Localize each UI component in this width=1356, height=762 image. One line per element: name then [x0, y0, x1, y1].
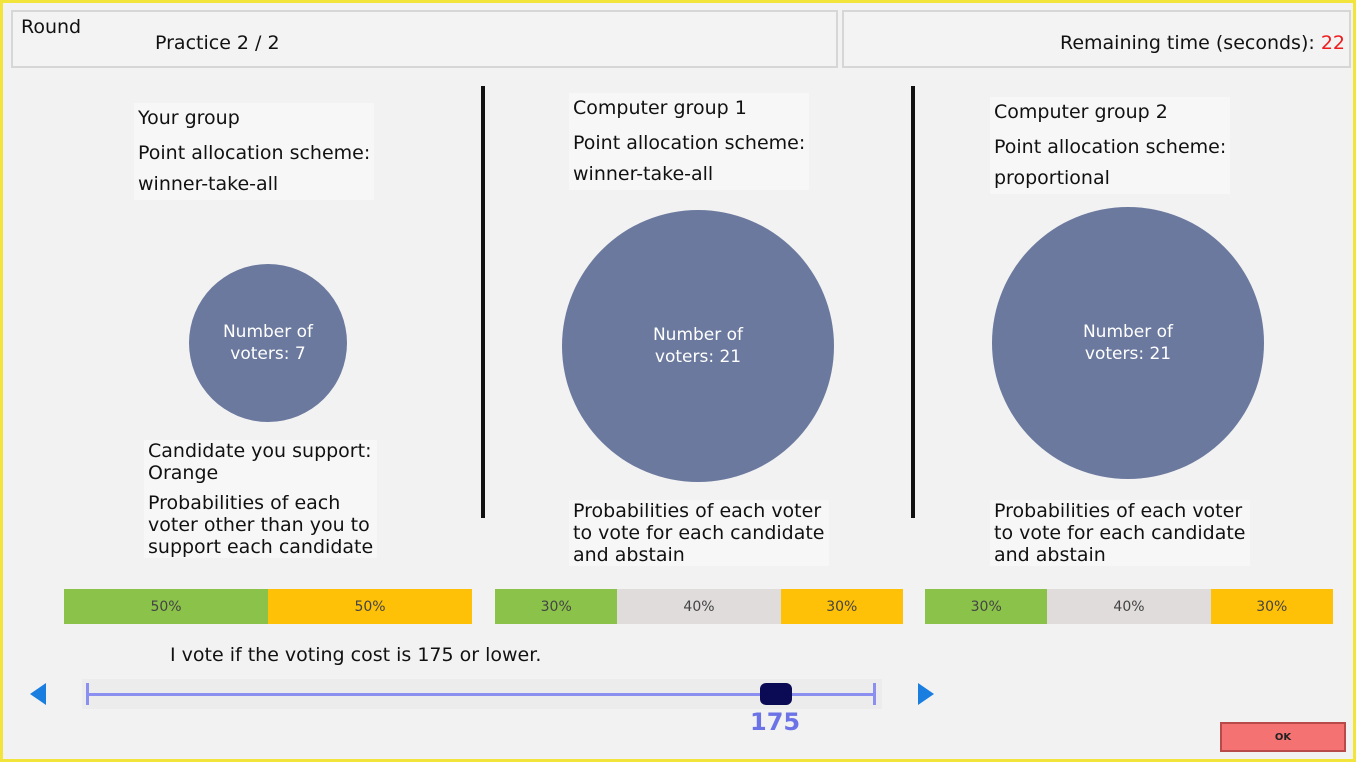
- group3-probability-bar: 30% 40% 30%: [925, 589, 1333, 624]
- probability-segment: 30%: [1210, 589, 1333, 624]
- probability-segment: 30%: [925, 589, 1048, 624]
- right-arrow-icon[interactable]: [918, 683, 934, 705]
- round-panel: Round Practice 2 / 2: [11, 10, 838, 68]
- group2-circle-label-1: Number of: [652, 325, 744, 345]
- group2-scheme-label: Point allocation scheme:: [573, 132, 806, 154]
- group1-support-label: Candidate you support:: [148, 440, 372, 462]
- slider-value: 175: [750, 708, 801, 736]
- practice-label: Practice 2 / 2: [155, 32, 280, 54]
- group-divider-2: [911, 86, 915, 518]
- group3-prob-line-3: and abstain: [994, 544, 1106, 566]
- group1-title: Your group: [138, 107, 240, 129]
- group1-prob-line-2: voter other than you to: [148, 514, 370, 536]
- group2-prob-line-1: Probabilities of each voter: [573, 500, 822, 522]
- slider-thumb[interactable]: [760, 683, 792, 705]
- remaining-time: Remaining time (seconds): 22: [1060, 32, 1345, 54]
- group1-circle-label-1: Number of: [222, 322, 314, 342]
- group1-prob-line-1: Probabilities of each: [148, 492, 341, 514]
- probability-segment: 40%: [617, 589, 781, 624]
- probability-segment: 40%: [1047, 589, 1211, 624]
- group2-prob-info: Probabilities of each voter to vote for …: [569, 500, 829, 566]
- group1-circle-label-2: voters: 7: [230, 344, 306, 364]
- group2-scheme-value: winner-take-all: [573, 163, 714, 185]
- probability-segment: 30%: [495, 589, 618, 624]
- group3-voter-circle: Number of voters: 21: [992, 207, 1264, 479]
- group1-voter-circle: Number of voters: 7: [189, 264, 347, 422]
- group1-prob-line-3: support each candidate: [148, 536, 374, 558]
- left-arrow-icon[interactable]: [30, 683, 46, 705]
- group2-prob-line-2: to vote for each candidate: [573, 522, 825, 544]
- group2-info: Computer group 1 Point allocation scheme…: [569, 93, 810, 190]
- group3-info: Computer group 2 Point allocation scheme…: [990, 97, 1231, 194]
- slider-rail[interactable]: [88, 693, 876, 696]
- group-divider-1: [481, 86, 485, 518]
- group3-prob-line-2: to vote for each candidate: [994, 522, 1246, 544]
- group3-scheme-label: Point allocation scheme:: [994, 136, 1227, 158]
- group3-title: Computer group 2: [994, 101, 1168, 123]
- group2-prob-line-3: and abstain: [573, 544, 685, 566]
- group3-prob-info: Probabilities of each voter to vote for …: [990, 500, 1250, 566]
- group1-support-info: Candidate you support: Orange Probabilit…: [144, 440, 378, 558]
- probability-segment: 30%: [780, 589, 903, 624]
- ok-button[interactable]: OK: [1220, 722, 1346, 752]
- group1-scheme-value: winner-take-all: [138, 173, 279, 195]
- slider-min-tick: [86, 683, 89, 705]
- round-label: Round: [21, 16, 82, 38]
- remaining-time-value: 22: [1320, 32, 1345, 54]
- group3-circle-label-2: voters: 21: [1084, 344, 1172, 364]
- probability-segment: 50%: [268, 589, 472, 624]
- group1-support-value: Orange: [148, 462, 219, 484]
- remaining-time-label: Remaining time (seconds):: [1059, 32, 1321, 54]
- group2-probability-bar: 30% 40% 30%: [495, 589, 903, 624]
- group2-circle-label-2: voters: 21: [654, 347, 742, 367]
- group3-circle-label-1: Number of: [1082, 322, 1174, 342]
- group3-prob-line-1: Probabilities of each voter: [994, 500, 1243, 522]
- slider-max-tick: [873, 683, 876, 705]
- group2-voter-circle: Number of voters: 21: [562, 210, 834, 482]
- group3-scheme-value: proportional: [994, 167, 1110, 189]
- group1-info: Your group Point allocation scheme: winn…: [134, 103, 375, 200]
- group1-scheme-label: Point allocation scheme:: [138, 142, 371, 164]
- group2-title: Computer group 1: [573, 97, 747, 119]
- group1-probability-bar: 50% 50%: [64, 589, 472, 624]
- probability-segment: 50%: [64, 589, 268, 624]
- vote-threshold-statement: I vote if the voting cost is 175 or lowe…: [170, 644, 542, 666]
- timer-panel: Remaining time (seconds): 22: [842, 10, 1351, 68]
